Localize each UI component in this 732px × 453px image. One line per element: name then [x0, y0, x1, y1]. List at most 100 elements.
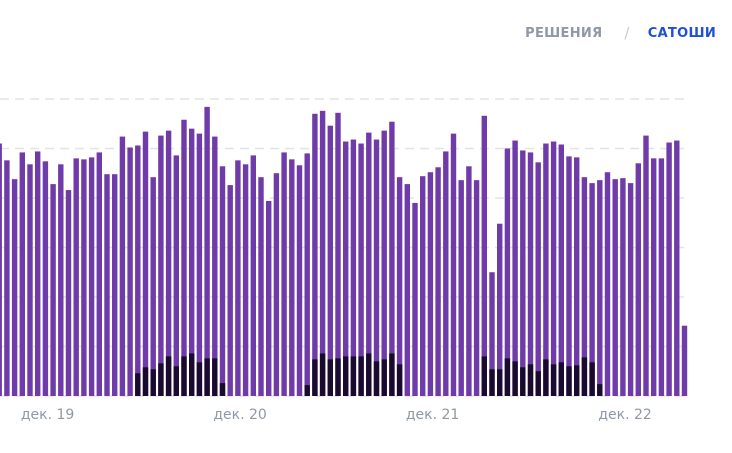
bar-primary — [181, 119, 187, 396]
bar-primary — [604, 172, 611, 396]
bar-secondary — [489, 369, 495, 396]
bar-primary — [227, 185, 233, 396]
bar-secondary — [512, 361, 518, 396]
bar-primary — [527, 152, 534, 396]
bar-primary — [158, 135, 164, 396]
bar-primary — [574, 157, 580, 396]
bar-primary — [88, 157, 95, 396]
bar-secondary — [527, 364, 534, 396]
bar-secondary — [396, 364, 403, 396]
bar-primary — [381, 130, 387, 397]
bar-secondary — [219, 383, 226, 396]
toggle-option-satoshi[interactable]: САТОШИ — [647, 25, 716, 41]
bar-primary — [497, 223, 503, 396]
bar-primary — [135, 145, 141, 396]
bar-primary — [358, 143, 364, 396]
bar-primary — [589, 183, 595, 396]
bar-primary — [173, 155, 179, 396]
bar-primary — [404, 184, 410, 396]
bar-primary — [4, 160, 10, 396]
bar-primary — [335, 112, 341, 397]
bar-secondary — [181, 356, 187, 396]
bar-primary — [535, 162, 541, 396]
bar-primary — [42, 161, 49, 396]
bar-secondary — [550, 364, 557, 396]
bar-primary — [65, 190, 72, 396]
bar-secondary — [543, 359, 549, 396]
bar-primary — [27, 164, 33, 396]
bar-primary — [412, 202, 418, 396]
bar-primary — [481, 115, 487, 397]
bar-secondary — [343, 356, 349, 396]
x-tick-label: дек. 21 — [406, 407, 459, 423]
bar-secondary — [158, 363, 164, 396]
bar-primary — [119, 136, 126, 397]
unit-toggle: РЕШЕНИЯ / САТОШИ — [525, 24, 716, 42]
bar-primary — [512, 140, 518, 396]
bar-primary — [104, 174, 110, 396]
bar-primary — [212, 136, 218, 397]
bar-primary — [566, 156, 572, 396]
bar-primary — [473, 180, 480, 396]
bar-primary — [242, 164, 249, 396]
bar-primary — [504, 148, 511, 396]
bar-secondary — [319, 353, 326, 396]
bar-secondary — [381, 359, 387, 396]
bar-secondary — [335, 358, 341, 396]
bar-primary — [550, 141, 557, 396]
x-axis-ticks: дек. 19 дек. 20 дек. 21 дек. 22 — [21, 407, 652, 423]
bar-primary — [319, 110, 326, 396]
bar-primary — [658, 158, 665, 396]
bar-secondary — [173, 366, 179, 396]
bar-secondary — [504, 358, 511, 396]
bar-primary — [219, 166, 226, 396]
bar-primary — [597, 180, 603, 396]
bar-secondary — [304, 385, 310, 396]
bar-primary — [420, 176, 426, 396]
bar-primary — [235, 160, 241, 396]
bar-primary — [258, 177, 264, 396]
x-tick-label: дек. 22 — [598, 407, 651, 423]
bar-primary — [396, 177, 403, 396]
bar-primary — [543, 143, 549, 396]
bar-primary — [289, 159, 295, 396]
bar-primary — [350, 139, 357, 396]
bar-secondary — [481, 356, 487, 396]
bar-secondary — [212, 358, 218, 396]
bar-primary — [165, 130, 172, 397]
bar-primary — [0, 143, 2, 396]
bar-secondary — [327, 359, 333, 396]
bar-primary — [150, 177, 156, 396]
bar-primary — [520, 150, 526, 396]
bar-primary — [458, 180, 464, 396]
bar-secondary — [581, 357, 588, 396]
bar-primary — [651, 158, 657, 396]
toggle-option-solutions[interactable]: РЕШЕНИЯ — [525, 25, 603, 41]
bar-secondary — [358, 356, 364, 396]
bar-primary — [73, 158, 79, 396]
bar-secondary — [204, 358, 210, 396]
bar-secondary — [165, 356, 172, 396]
x-tick-label: дек. 20 — [213, 407, 266, 423]
bar-secondary — [142, 367, 149, 396]
bar-secondary — [366, 353, 372, 396]
bar-secondary — [150, 369, 156, 396]
bar-secondary — [350, 356, 357, 396]
bar-primary — [466, 166, 472, 396]
bar-secondary — [535, 371, 541, 396]
bar-secondary — [589, 362, 595, 396]
bar-primary — [312, 113, 318, 396]
bar-primary — [674, 140, 680, 396]
bar-primary — [681, 325, 688, 396]
bar-primary — [343, 141, 349, 396]
bar-primary — [443, 151, 449, 396]
bar-primary — [427, 172, 434, 396]
bar-primary — [250, 155, 256, 396]
bar-primary — [296, 165, 303, 396]
bar-primary — [58, 164, 64, 396]
bar-primary — [489, 272, 495, 396]
bar-secondary — [574, 365, 580, 396]
bar-primary — [435, 167, 441, 396]
bar-primary — [304, 153, 310, 396]
bar-primary — [50, 184, 56, 396]
